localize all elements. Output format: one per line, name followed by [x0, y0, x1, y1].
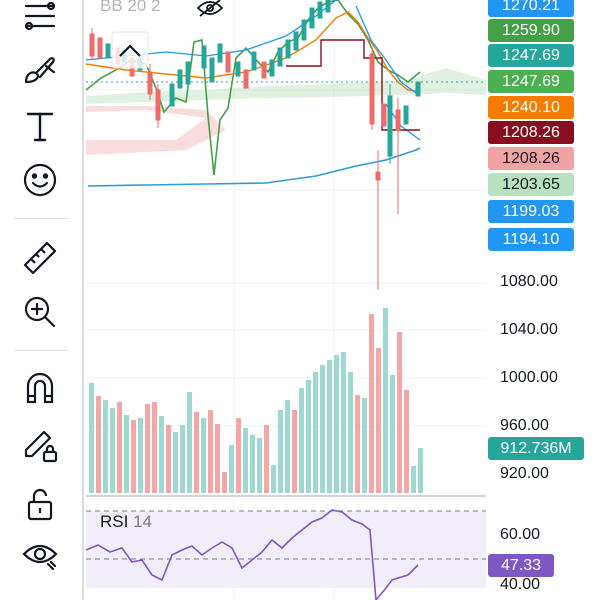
rsi-tick: 60.00	[500, 526, 541, 543]
smiley-icon	[23, 163, 57, 197]
unlock-tool[interactable]	[14, 482, 66, 526]
price-badge: 1208.26	[488, 147, 574, 170]
price-badge: 1208.26	[488, 121, 574, 144]
rsi-legend-period: 14	[133, 512, 152, 531]
price-badge: 1247.69	[488, 70, 574, 93]
ichimoku-cloud	[86, 68, 486, 104]
volume-tick: 1080.00	[500, 273, 558, 290]
price-badge: 1199.03	[488, 200, 574, 223]
chart-canvas[interactable]	[86, 0, 486, 600]
unlock-icon	[27, 488, 53, 521]
eye-icon	[22, 544, 58, 571]
drawing-toolbar	[0, 0, 84, 600]
bollinger-mid	[355, 5, 421, 97]
lock-pencil-icon	[24, 430, 58, 463]
volume-tick: 1000.00	[500, 369, 558, 386]
volume-tick: 920.00	[500, 465, 549, 482]
zoom-in-tool[interactable]	[14, 290, 66, 334]
toolbar-separator	[14, 218, 68, 219]
rsi-tick: 40.00	[500, 576, 541, 593]
brush-icon	[24, 57, 56, 84]
ichimoku-cloud-red	[86, 106, 226, 155]
zoom-in-icon	[24, 296, 56, 328]
collapse-legend-button[interactable]	[111, 31, 149, 69]
toolbar-divider	[82, 0, 84, 600]
price-badge: 1247.69	[488, 44, 574, 67]
moving-average-200	[87, 147, 421, 187]
price-badge: 1270.21	[488, 0, 574, 17]
volume-bars	[89, 308, 423, 493]
text-tool[interactable]	[14, 104, 66, 148]
magnet-icon	[26, 372, 54, 404]
fib-retracement-tool[interactable]	[14, 0, 66, 40]
rsi-legend[interactable]: RSI 14	[100, 512, 152, 532]
indicator-legend[interactable]: BB 20 2	[100, 0, 161, 15]
rsi-current-badge: 47.33	[488, 554, 554, 577]
emoji-tool[interactable]	[14, 158, 66, 202]
rsi-line	[86, 509, 419, 600]
price-badge: 1240.10	[488, 96, 574, 119]
fib-retracement-icon	[24, 1, 56, 31]
volume-tick: 960.00	[500, 417, 549, 434]
price-axis[interactable]: 1270.21 1259.90 1247.69 1247.69 1240.10 1208.…	[486, 0, 600, 600]
chevron-up-icon	[119, 44, 141, 57]
brush-tool[interactable]	[14, 48, 66, 92]
rsi-legend-name: RSI	[100, 512, 129, 531]
volume-current-badge: 912.736M	[488, 437, 584, 460]
text-icon	[26, 112, 54, 142]
ruler-icon	[23, 241, 57, 275]
volume-tick: 1040.00	[500, 321, 558, 338]
price-badge: 1194.10	[488, 228, 574, 251]
price-badge: 1203.65	[488, 173, 574, 196]
measure-tool[interactable]	[14, 236, 66, 280]
hide-tool[interactable]	[14, 532, 66, 576]
toolbar-separator	[14, 350, 68, 351]
lock-drawings-tool[interactable]	[14, 422, 66, 466]
chart-pane[interactable]: BB 20 2 RSI 14	[86, 0, 486, 600]
magnet-tool[interactable]	[14, 366, 66, 410]
price-badge: 1259.90	[488, 19, 574, 42]
hide-indicator-icon[interactable]	[196, 0, 224, 17]
